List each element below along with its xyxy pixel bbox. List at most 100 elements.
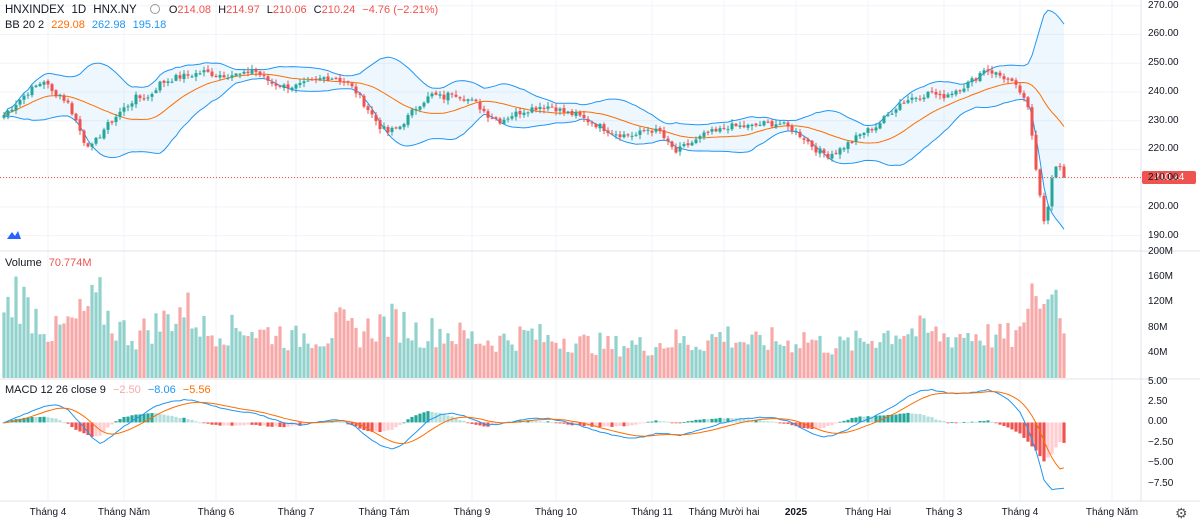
time-axis-label: Tháng Mười hai [688, 507, 760, 518]
candle-body [806, 139, 810, 142]
symbol-name[interactable]: HNXINDEX [5, 4, 65, 16]
macd-hist-bar [498, 422, 502, 424]
macd-hist-bar [1054, 422, 1058, 448]
candle-body [450, 93, 454, 95]
candle [38, 81, 42, 88]
volume-bar [1046, 299, 1050, 378]
macd-hist-bar [878, 415, 882, 423]
candle [142, 94, 146, 101]
macd-hist-bar [282, 422, 286, 428]
macd-hist-bar [766, 421, 770, 423]
tradingview-logo-icon[interactable] [6, 228, 22, 240]
candle-body [650, 130, 654, 133]
macd-hist-bar [218, 422, 222, 426]
candle [1050, 175, 1054, 211]
volume-bar [270, 344, 274, 378]
macd-hist-bar [62, 422, 66, 424]
volume-bar [1042, 303, 1046, 378]
macd-hist-bar [898, 413, 902, 423]
candle [850, 140, 854, 144]
macd-hist-bar [1034, 422, 1038, 451]
candle-body [106, 122, 110, 130]
candle [430, 91, 434, 99]
candle [774, 119, 778, 129]
volume-bar [798, 348, 802, 378]
macd-hist-bar [138, 414, 142, 423]
candle-body [138, 95, 142, 99]
candle [198, 70, 202, 75]
candle-body [926, 91, 930, 98]
macd-hist-bar [962, 422, 966, 423]
candle [966, 80, 970, 92]
candle [226, 74, 230, 81]
macd-hist-bar [1030, 422, 1034, 447]
exchange: HNX.NY [93, 4, 137, 16]
macd-hist-bar [702, 419, 706, 423]
candle-body [842, 148, 846, 150]
macd-legend[interactable]: MACD 12 26 close 9 −2.50 −8.06 −5.56 [5, 384, 215, 397]
volume-bar [414, 322, 418, 378]
candle [710, 126, 714, 135]
macd-hist-bar [874, 415, 878, 423]
volume-bar [434, 347, 438, 378]
candle [414, 106, 418, 115]
volume-bar [102, 324, 106, 378]
interval[interactable]: 1D [71, 4, 87, 16]
price-axis-label: 220.00 [1148, 143, 1179, 155]
price-axis-label: 270.00 [1148, 0, 1179, 11]
candle-body [162, 80, 166, 83]
macd-hist-bar [850, 417, 854, 423]
candle-body [390, 127, 394, 133]
candle [182, 70, 186, 83]
volume-legend[interactable]: Volume 70.774M [5, 257, 96, 270]
volume-bar [302, 333, 306, 378]
macd-hist-bar [546, 421, 550, 423]
macd-hist-bar [306, 422, 310, 424]
candle-body [194, 73, 198, 77]
volume-bar [486, 340, 490, 378]
macd-hist-bar [610, 422, 614, 427]
candle-body [798, 131, 802, 138]
macd-hist-bar [790, 422, 794, 426]
candle [730, 119, 734, 131]
settings-gear-icon[interactable]: ⚙ [1175, 505, 1188, 521]
candle-body [258, 71, 262, 76]
candle [210, 68, 214, 78]
macd-hist-bar [798, 422, 802, 428]
bb-legend[interactable]: BB 20 2 229.08 262.98 195.18 [5, 19, 170, 32]
candle-body [582, 114, 586, 118]
volume-bar [686, 344, 690, 378]
candle [274, 79, 278, 90]
candle-body [214, 75, 218, 77]
volume-bar [938, 341, 942, 378]
volume-bar [942, 333, 946, 378]
candle [706, 130, 710, 136]
volume-bar [882, 333, 886, 378]
candle-body [826, 153, 830, 159]
volume-axis-label: 160M [1148, 271, 1174, 283]
candle-body [862, 132, 866, 135]
candle [214, 73, 218, 78]
volume-bar [458, 322, 462, 378]
macd-hist-bar [846, 419, 850, 423]
macd-hist-bar [598, 422, 602, 427]
macd-hist-bar [1002, 422, 1006, 427]
macd-hist-bar [470, 422, 474, 424]
candle [110, 120, 114, 126]
macd-hist-bar [442, 414, 446, 423]
volume-bar [526, 330, 530, 378]
candle [554, 103, 558, 116]
volume-bar [370, 338, 374, 378]
volume-bar [178, 307, 182, 378]
macd-hist-bar [58, 420, 62, 423]
candle-body [834, 152, 838, 154]
candle-body [682, 144, 686, 147]
macd-hist-bar [638, 422, 642, 424]
candle-body [1062, 166, 1066, 178]
symbol-header[interactable]: HNXINDEX 1D HNX.NY O214.08 H214.97 L210.… [5, 4, 446, 17]
volume-label: Volume [5, 257, 42, 269]
bollinger-bands [3, 9, 1065, 230]
macd-axis-label: −5.00 [1148, 457, 1174, 469]
volume-bar [154, 313, 158, 378]
